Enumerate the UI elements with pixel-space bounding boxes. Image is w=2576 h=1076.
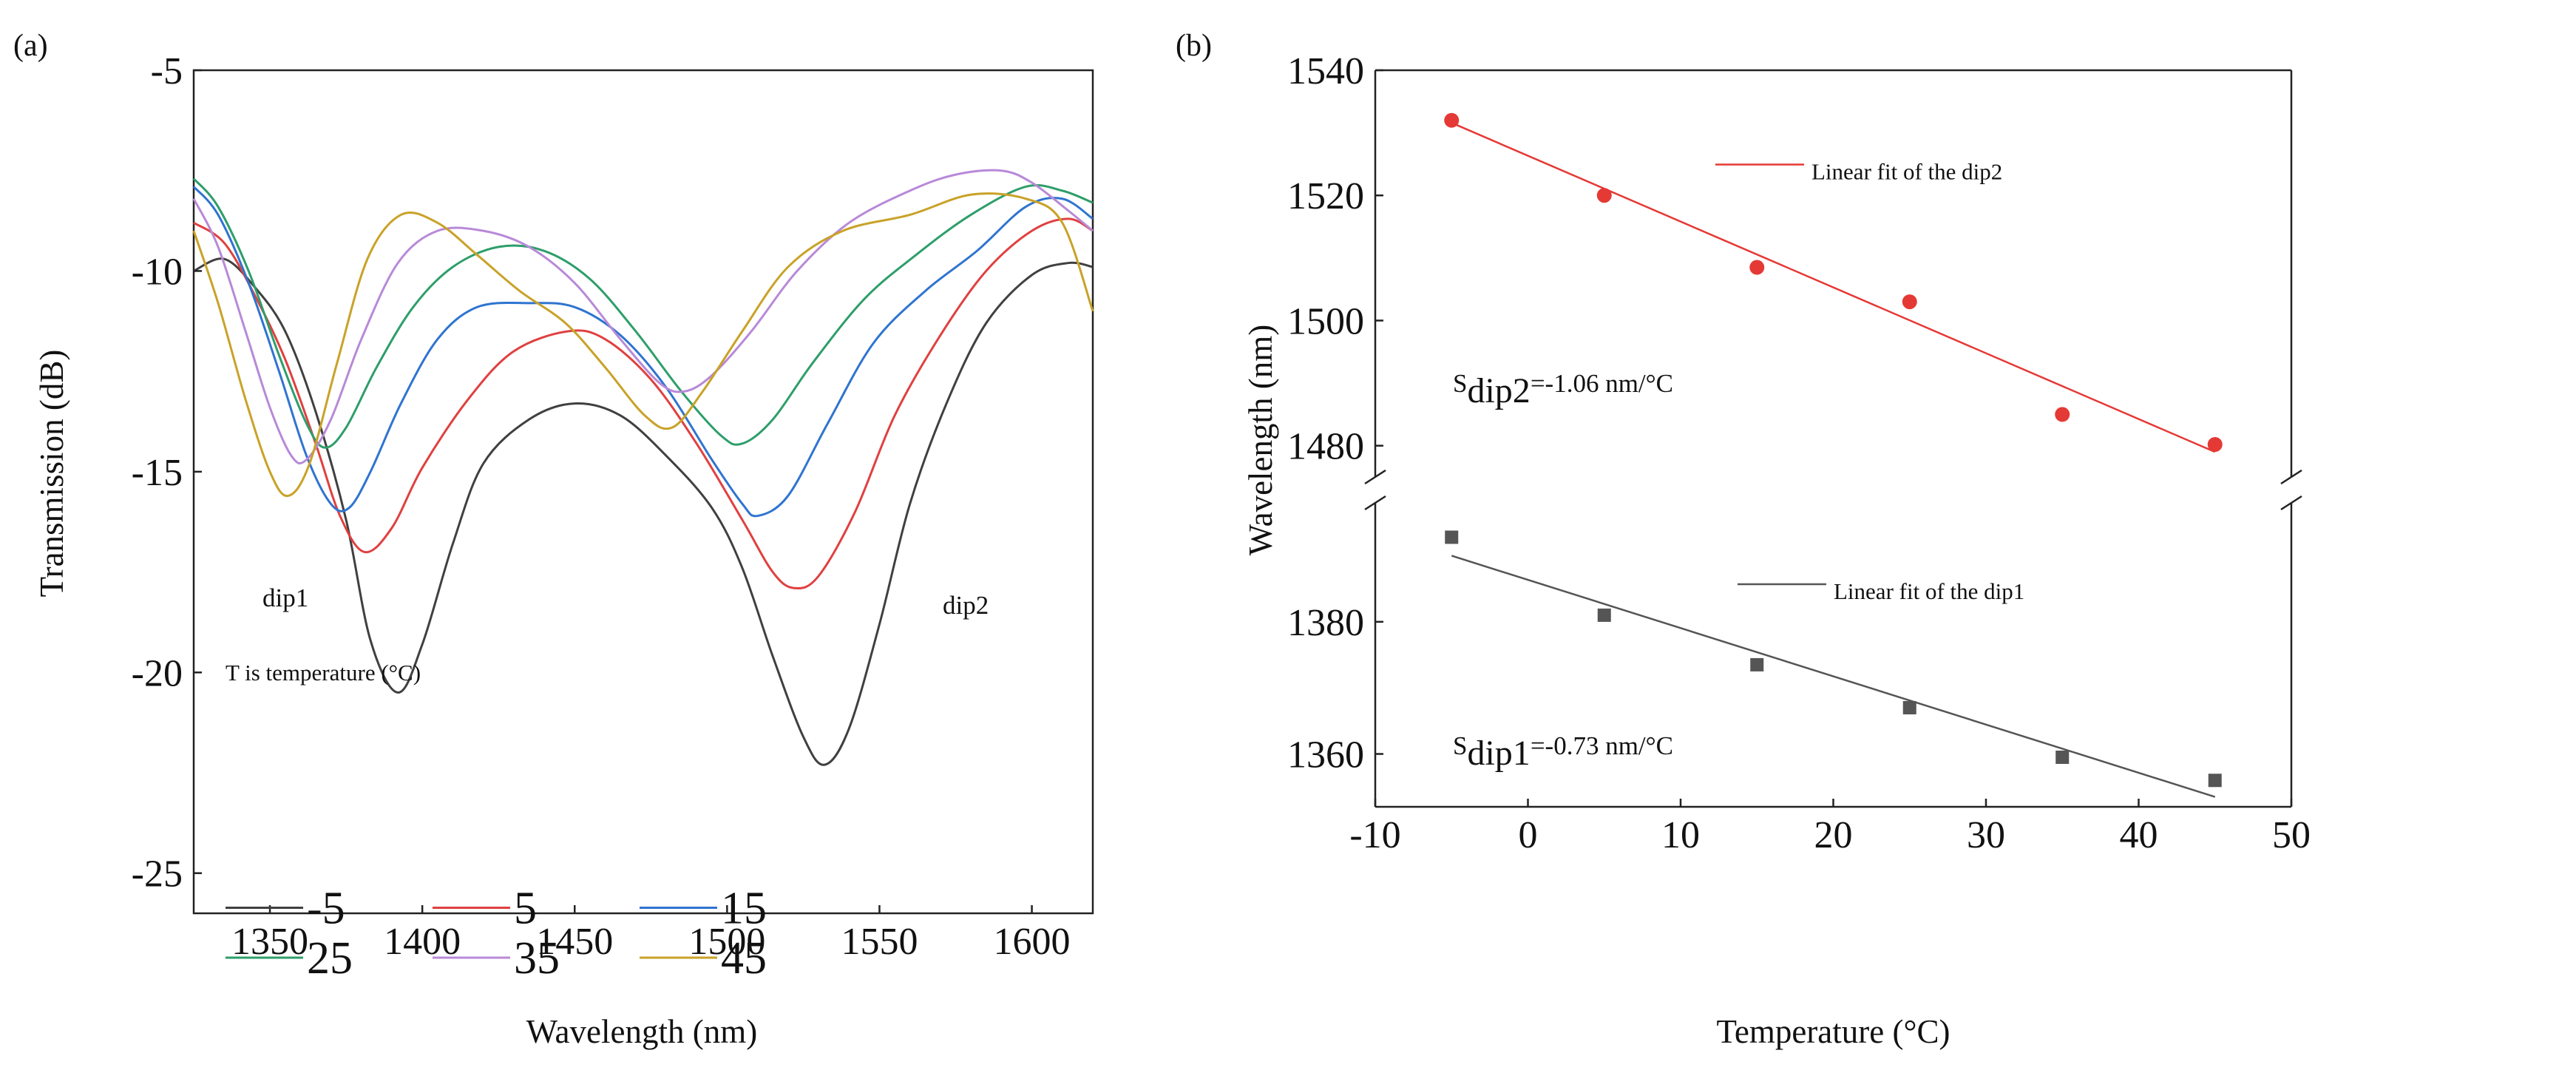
- y-tick-label: -20: [132, 652, 183, 694]
- panel-b-axes: -10 0 10 20 30 40 50 1360 1380 1480 1500 1520 1540: [1287, 50, 2311, 856]
- panel-a-x-axis-title: Wavelength (nm): [526, 1013, 758, 1050]
- legend-label-25: 25: [307, 933, 353, 984]
- axis-break-mark: [2280, 495, 2302, 511]
- y-tick-label: 1500: [1287, 300, 1364, 342]
- x-tick-label: 40: [2120, 814, 2158, 856]
- y-tick-label: -10: [132, 251, 183, 293]
- data-point-dip2: [2055, 407, 2070, 422]
- series-line-35: [192, 169, 1094, 465]
- panel-a: (a) 1350 1400 1450 1500 1550 1600 -25 -20 -15 -10…: [13, 29, 1094, 1050]
- x-tick-label: 1600: [994, 921, 1071, 963]
- x-tick-label: 30: [1967, 814, 2005, 856]
- x-tick-label: 1500: [688, 921, 765, 963]
- axis-break-mark: [2280, 469, 2302, 485]
- dip2-sensitivity-value: =-1.06 nm/°C: [1531, 369, 1673, 398]
- y-tick-label: -25: [132, 853, 183, 896]
- panel-a-y-axis-title: Transmission (dB): [33, 350, 70, 598]
- x-tick-label: 1350: [231, 921, 308, 963]
- y-tick-label: 1540: [1287, 50, 1364, 92]
- legend-title: T is temperature (°C): [226, 660, 421, 686]
- y-tick-label: 1480: [1287, 426, 1364, 468]
- data-point-dip2: [1902, 294, 1917, 310]
- panel-b-legend: Linear fit of the dip2 Linear fit of the…: [1715, 159, 2024, 604]
- data-point-dip2: [1749, 260, 1765, 275]
- data-point-dip1: [1445, 530, 1459, 544]
- panel-b-data-points: [1444, 112, 2223, 788]
- x-tick-label: 1450: [536, 921, 613, 963]
- series-line--5: [193, 257, 1094, 766]
- data-point-dip1: [1902, 700, 1916, 714]
- dip1-sensitivity-subscript: dip1: [1467, 734, 1530, 773]
- dip2-annotation: dip2: [943, 591, 989, 620]
- panel-b: (b) -10 0 10 20 30 40 50 1360 1380 1480 1500 1520 15…: [1176, 29, 2311, 1050]
- legend-label-5: 5: [514, 884, 537, 934]
- data-point-dip1: [2208, 774, 2222, 788]
- dip2-sensitivity-subscript: dip2: [1467, 371, 1530, 410]
- legend-label--5: -5: [307, 884, 345, 934]
- panel-a-plot-area: [192, 69, 1094, 915]
- y-tick-label: 1360: [1287, 734, 1364, 776]
- axis-break-mark: [1364, 469, 1386, 485]
- data-point-dip2: [2207, 437, 2223, 452]
- panel-a-frame: [192, 69, 1094, 915]
- x-tick-label: 1550: [841, 921, 918, 963]
- x-tick-label: 1400: [384, 921, 461, 963]
- series-line-5: [193, 217, 1094, 590]
- y-tick-label: 1520: [1287, 175, 1364, 217]
- x-tick-label: 10: [1661, 814, 1700, 856]
- y-tick-label: -15: [132, 452, 183, 494]
- dip1-sensitivity-value: =-0.73 nm/°C: [1531, 731, 1673, 760]
- dip1-annotation: dip1: [262, 583, 308, 612]
- x-tick-label: 0: [1519, 814, 1538, 856]
- panel-a-series-group: [192, 169, 1094, 766]
- data-point-dip2: [1596, 188, 1612, 203]
- data-point-dip2: [1444, 112, 1460, 128]
- x-tick-label: -10: [1349, 814, 1400, 856]
- x-tick-label: 50: [2272, 814, 2311, 856]
- y-tick-label: -5: [151, 50, 183, 92]
- fit-line-dip2: [1451, 121, 2216, 453]
- data-point-dip1: [2055, 750, 2070, 764]
- legend-label-35: 35: [514, 933, 560, 984]
- data-point-dip1: [1597, 608, 1611, 622]
- x-tick-label: 20: [1814, 814, 1853, 856]
- panel-b-label: (b): [1176, 29, 1212, 63]
- dip2-sensitivity: Sdip2=-1.06 nm/°C: [1453, 369, 1673, 410]
- dip1-sensitivity-prefix: S: [1453, 731, 1467, 760]
- series-line-45: [192, 192, 1094, 497]
- svg-text:Sdip2=-1.06 nm/°C: Sdip2=-1.06 nm/°C: [1453, 369, 1673, 410]
- dip1-fit-legend-label: Linear fit of the dip1: [1834, 578, 2024, 604]
- svg-text:Sdip1=-0.73 nm/°C: Sdip1=-0.73 nm/°C: [1453, 731, 1673, 773]
- series-line-25: [192, 177, 1094, 449]
- legend-label-45: 45: [721, 933, 767, 984]
- panel-b-y-axis-title: Wavelength (nm): [1242, 325, 1279, 556]
- axis-break-mark: [1364, 495, 1386, 511]
- panel-a-label: (a): [13, 29, 48, 63]
- panel-a-legend: -5 5 15 25 35 45: [226, 884, 767, 984]
- panel-a-axes: 1350 1400 1450 1500 1550 1600 -25 -20 -15 -10 -5: [132, 50, 1071, 963]
- series-line-15: [192, 186, 1094, 518]
- data-point-dip1: [1750, 657, 1764, 671]
- dip1-sensitivity: Sdip1=-0.73 nm/°C: [1453, 731, 1673, 773]
- y-tick-label: 1380: [1287, 602, 1364, 644]
- dip2-fit-legend-label: Linear fit of the dip2: [1811, 159, 2002, 185]
- dip2-sensitivity-prefix: S: [1453, 369, 1467, 398]
- panel-b-fit-lines: [1451, 121, 2216, 798]
- fit-line-dip1: [1451, 555, 2216, 798]
- legend-label-15: 15: [721, 884, 767, 934]
- panel-b-x-axis-title: Temperature (°C): [1717, 1013, 1950, 1050]
